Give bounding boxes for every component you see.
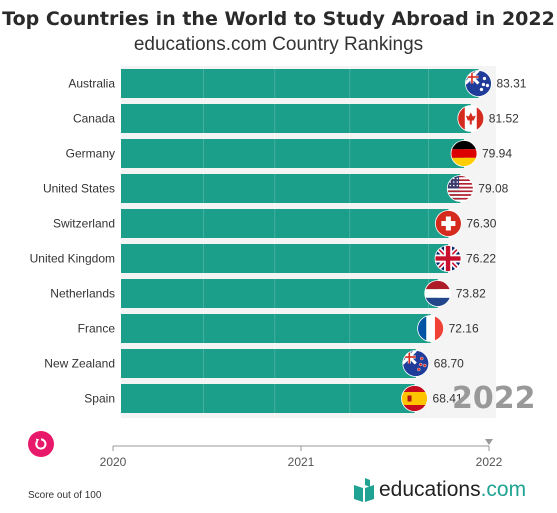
educations-logo[interactable]: educations.com — [354, 478, 526, 502]
category-label-7: France — [78, 322, 116, 336]
timeline-tick-label-1: 2021 — [288, 455, 315, 469]
book-icon — [354, 478, 374, 502]
bar-9 — [121, 384, 415, 413]
bar-6 — [121, 279, 438, 308]
bar-5 — [121, 244, 449, 273]
value-label-4: 76.30 — [466, 217, 496, 231]
logo-tld: .com — [480, 478, 527, 501]
switzerland-flag-icon — [434, 210, 462, 237]
value-label-0: 83.31 — [496, 77, 526, 91]
category-label-9: Spain — [84, 392, 115, 406]
bar-3 — [121, 174, 461, 203]
bar-2 — [121, 139, 464, 168]
category-label-0: Australia — [68, 77, 115, 91]
replay-button[interactable] — [28, 431, 54, 457]
score-note: Score out of 100 — [28, 490, 102, 501]
timeline-tick-label-0: 2020 — [100, 455, 127, 469]
timeline-tick-label-2: 2022 — [476, 455, 503, 469]
logo-name: educations — [379, 478, 481, 501]
value-label-8: 68.70 — [434, 357, 464, 371]
category-label-8: New Zealand — [44, 357, 115, 371]
bar-0 — [121, 69, 479, 98]
new-zealand-flag-icon — [402, 350, 430, 377]
bar-1 — [121, 104, 471, 133]
timeline-handle[interactable] — [485, 439, 493, 445]
category-label-1: Canada — [73, 112, 115, 126]
category-label-5: United Kingdom — [30, 252, 115, 266]
value-label-1: 81.52 — [489, 112, 519, 126]
germany-flag-icon — [450, 140, 478, 167]
australia-flag-icon — [465, 70, 492, 97]
spain-flag-icon — [401, 385, 428, 412]
bar-7 — [121, 314, 431, 343]
value-label-7: 72.16 — [449, 322, 479, 336]
value-label-9: 68.41 — [433, 392, 463, 406]
chart-subtitle: educations.com Country Rankings — [133, 34, 424, 55]
current-year-label: 2022 — [452, 381, 536, 416]
united-kingdom-flag-icon — [434, 245, 462, 272]
value-label-5: 76.22 — [466, 252, 496, 266]
france-flag-icon — [417, 315, 445, 342]
bar-4 — [121, 209, 449, 238]
canada-flag-icon — [457, 105, 485, 132]
value-label-2: 79.94 — [482, 147, 512, 161]
category-label-4: Switzerland — [53, 217, 115, 231]
value-label-3: 79.08 — [478, 182, 508, 196]
replay-icon — [35, 438, 47, 450]
category-label-3: United States — [43, 182, 115, 196]
value-label-6: 73.82 — [456, 287, 486, 301]
chart-title: Top Countries in the World to Study Abro… — [2, 8, 555, 30]
netherlands-flag-icon — [424, 280, 452, 307]
united-states-flag-icon — [446, 175, 474, 202]
bar-8 — [121, 349, 416, 378]
category-label-6: Netherlands — [50, 287, 115, 301]
category-label-2: Germany — [66, 147, 115, 161]
